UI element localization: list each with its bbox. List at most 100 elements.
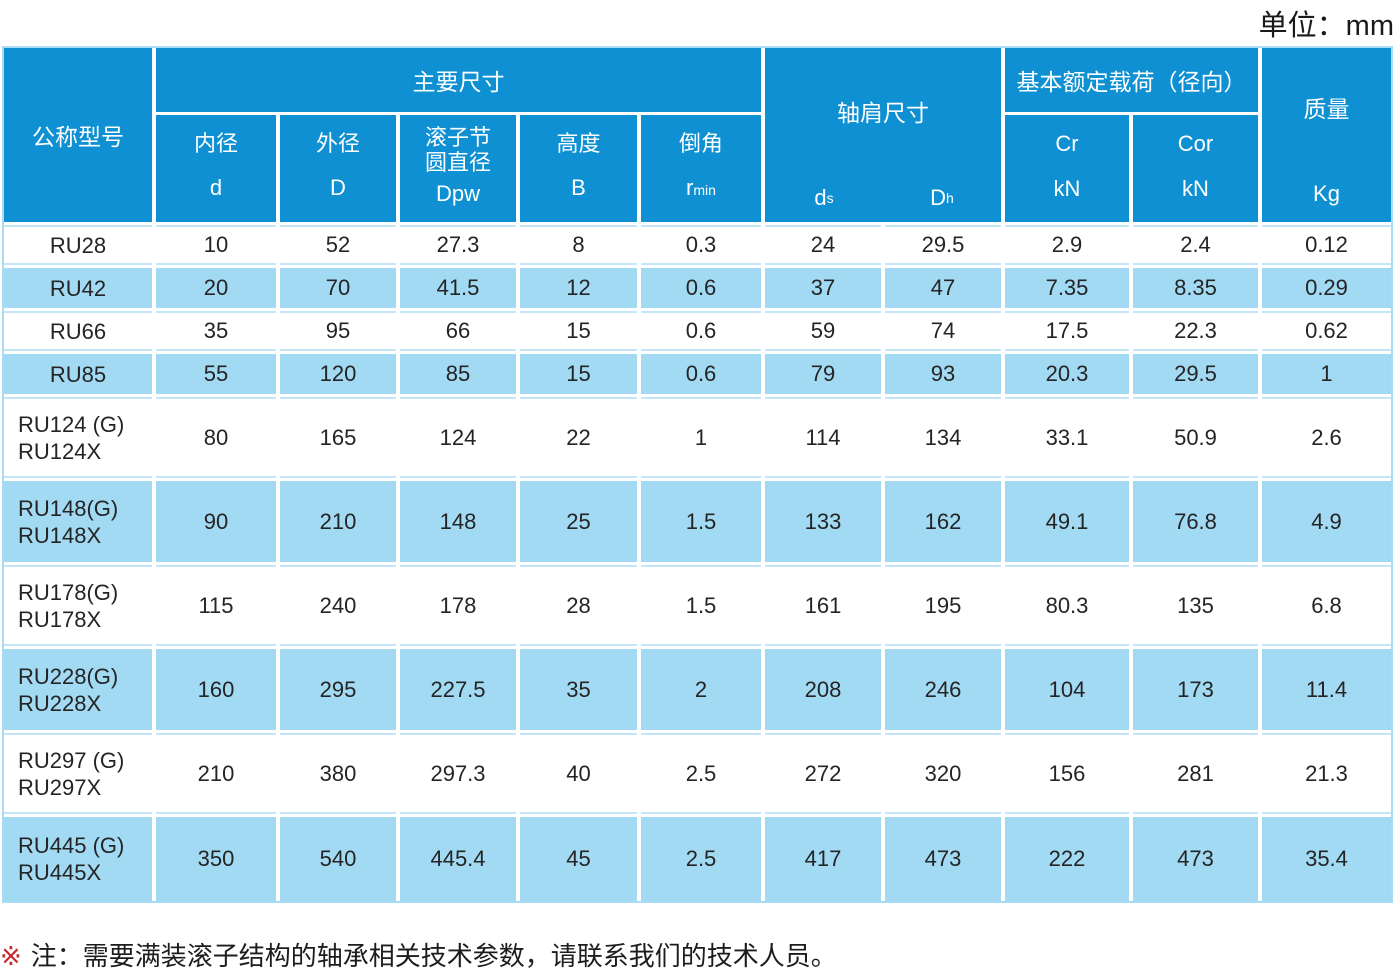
table-cell: 41.5 (400, 268, 516, 308)
table-cell: 160 (156, 649, 276, 730)
table-cell: 6.8 (1262, 565, 1391, 646)
table-cell: 15 (520, 354, 637, 394)
table-row-model-cell: RU178(G) RU178X (4, 565, 152, 646)
subcolumn-name: 倒角 (678, 131, 723, 156)
table-row-model-cell: RU148(G) RU148X (4, 481, 152, 562)
table-cell: 4.9 (1262, 481, 1391, 562)
table-cell: 281 (1133, 733, 1258, 814)
table-cell: 17.5 (1005, 311, 1129, 351)
table-cell: 1.5 (641, 565, 761, 646)
table-cell: 2.9 (1005, 225, 1129, 265)
table-cell: 297.3 (400, 733, 516, 814)
model-name: RU445 (G) (18, 833, 125, 858)
table-cell: 0.62 (1262, 311, 1391, 351)
model-name: RU85 (49, 361, 107, 387)
table-cell: 222 (1005, 817, 1129, 901)
table-cell: 208 (765, 649, 881, 730)
table-cell: 2.4 (1133, 225, 1258, 265)
subcolumn-name: 外径 (315, 131, 360, 156)
table-cell: 22 (520, 397, 637, 478)
table-cell: 29.5 (1133, 354, 1258, 394)
footnote-marker: ※ (0, 941, 22, 971)
table-cell: 210 (156, 733, 276, 814)
table-cell: 10 (156, 225, 276, 265)
table-cell: 93 (885, 354, 1001, 394)
table-cell: 161 (765, 565, 881, 646)
table-cell: 0.29 (1262, 268, 1391, 308)
table-cell: 35 (156, 311, 276, 351)
table-cell: 45 (520, 817, 637, 901)
table-cell: 25 (520, 481, 637, 562)
subcolumn-symbol: B (571, 175, 586, 200)
model-name: RU148(G) (18, 495, 119, 521)
header-load-rating: 基本额定载荷（径向） (1005, 48, 1258, 112)
table-cell: 28 (520, 565, 637, 646)
table-cell: 148 (400, 481, 516, 562)
model-name: RU148X (18, 522, 102, 548)
table-cell: 156 (1005, 733, 1129, 814)
model-name: RU297 (G) (18, 747, 125, 773)
table-cell: 240 (280, 565, 396, 646)
table-cell: 70 (280, 268, 396, 308)
table-cell: 7.35 (1005, 268, 1129, 308)
table-cell: 380 (280, 733, 396, 814)
table-cell: 1.5 (641, 481, 761, 562)
symbol-kg: Kg (1313, 181, 1340, 206)
header-subcolumn-height: 高度 B (520, 115, 637, 222)
table-cell: 90 (156, 481, 276, 562)
table-cell: 49.1 (1005, 481, 1129, 562)
subcolumn-symbol: Dpw (435, 181, 480, 207)
table-cell: 2.5 (641, 733, 761, 814)
table-cell: 0.6 (641, 311, 761, 351)
subcolumn-name: 内径 (193, 131, 238, 156)
table-cell: 227.5 (400, 649, 516, 730)
table-cell: 0.12 (1262, 225, 1391, 265)
table-cell: 29.5 (885, 225, 1001, 265)
footnote: ※ 注：需要满装滚子结构的轴承相关技术参数，请联系我们的技术人员。 (0, 936, 837, 973)
table-cell: 295 (280, 649, 396, 730)
table-cell: 50.9 (1133, 397, 1258, 478)
table-cell: 0.3 (641, 225, 761, 265)
table-cell: 2.6 (1262, 397, 1391, 478)
table-cell: 12 (520, 268, 637, 308)
footnote-text: 注：需要满装滚子结构的轴承相关技术参数，请联系我们的技术人员。 (30, 941, 837, 971)
group-symbols: Kg (1262, 166, 1391, 222)
model-name: RU297X (18, 774, 102, 800)
header-subcolumn-cr: Cr kN (1005, 115, 1129, 222)
table-cell: 79 (765, 354, 881, 394)
table-cell: 37 (765, 268, 881, 308)
header-model: 公称型号 (4, 48, 152, 222)
table-cell: 246 (885, 649, 1001, 730)
table-cell: 134 (885, 397, 1001, 478)
table-cell: 133 (765, 481, 881, 562)
table-cell: 20 (156, 268, 276, 308)
table-row-model-cell: RU28 (4, 225, 152, 265)
table-cell: 33.1 (1005, 397, 1129, 478)
table-cell: 85 (400, 354, 516, 394)
unit-label: 单位：mm (1258, 10, 1394, 42)
table-cell: 8 (520, 225, 637, 265)
table-cell: 210 (280, 481, 396, 562)
header-subcolumn-inner-diameter: 内径 d (156, 115, 276, 222)
table-cell: 162 (885, 481, 1001, 562)
table-cell: 540 (280, 817, 396, 901)
group-title: 轴肩尺寸 (837, 100, 929, 126)
group-title: 质量 (1303, 96, 1350, 122)
table-cell: 272 (765, 733, 881, 814)
header-subcolumn-outer-diameter: 外径 D (280, 115, 396, 222)
header-subcolumn-chamfer: 倒角 rmin (641, 115, 761, 222)
table-cell: 195 (885, 565, 1001, 646)
subcolumn-unit: kN (1182, 176, 1209, 202)
model-name: RU178(G) (18, 579, 119, 605)
table-cell: 20.3 (1005, 354, 1129, 394)
subcolumn-name: Cr (1055, 130, 1079, 156)
table-cell: 40 (520, 733, 637, 814)
subcolumn-name: Cor (1177, 130, 1214, 156)
table-cell: 178 (400, 565, 516, 646)
spec-table: 公称型号 主要尺寸 内径 d 外径 D 滚子节 圆直径 Dpw 高度 B 倒角 r… (2, 46, 1393, 903)
table-cell: 35 (520, 649, 637, 730)
table-cell: 22.3 (1133, 311, 1258, 351)
header-subcolumn-roller-pitch-diameter: 滚子节 圆直径 Dpw (400, 115, 516, 222)
